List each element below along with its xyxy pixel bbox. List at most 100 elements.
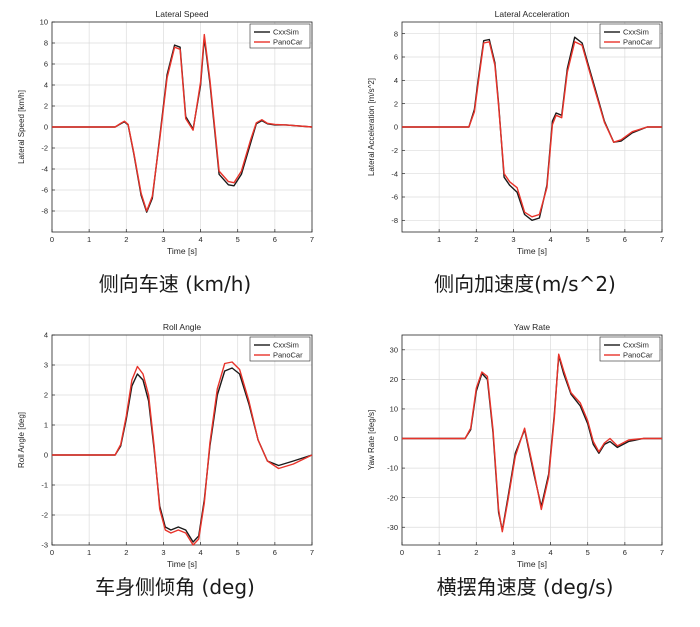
y-tick-label: 3 <box>44 361 48 370</box>
panel-yaw-rate: Yaw Rate 0 1 2 3 4 5 6 7 -30 -20 -10 0 10 20 30 Time [s]… <box>350 313 700 626</box>
legend-label-panocar: PanoCar <box>623 351 653 360</box>
x-tick-label: 2 <box>124 548 128 557</box>
x-tick-label: 4 <box>548 548 552 557</box>
series-line-panocar <box>402 41 662 218</box>
x-tick-label: 7 <box>310 548 314 557</box>
y-tick-label: 6 <box>44 60 48 69</box>
y-tick-label: -8 <box>41 207 48 216</box>
panel-lateral-acceleration: Lateral Acceleration 1 2 3 4 5 6 7 -8 -6 -4 -2 0 2 4 6 8… <box>350 0 700 313</box>
x-tick-label: 5 <box>586 548 590 557</box>
x-tick-label: 7 <box>660 548 664 557</box>
y-tick-label: 2 <box>44 391 48 400</box>
plot-area <box>402 335 662 545</box>
y-tick-label: -1 <box>41 481 48 490</box>
legend-label-panocar: PanoCar <box>273 38 303 47</box>
x-tick-label: 6 <box>273 548 277 557</box>
y-tick-label: 20 <box>390 375 398 384</box>
y-tick-label: 2 <box>394 99 398 108</box>
chart-title: Lateral Acceleration <box>495 9 570 19</box>
y-tick-label: -6 <box>391 193 398 202</box>
y-tick-label: 8 <box>394 29 398 38</box>
x-tick-label: 5 <box>236 548 240 557</box>
x-tick-label: 1 <box>437 235 441 244</box>
legend-box <box>249 23 311 49</box>
y-tick-label: 6 <box>394 53 398 62</box>
y-tick-label: 4 <box>44 331 48 340</box>
chart-lateral-speed: Lateral Speed 0 1 2 3 4 5 6 7 -8 -6 -4 -2 0 2 4 6 8 10 Time… <box>17 9 314 256</box>
x-tick-label: 4 <box>198 548 202 557</box>
y-tick-label: 0 <box>394 123 398 132</box>
y-tick-label: -2 <box>41 511 48 520</box>
caption-lateral-speed: 侧向车速 (km/h) <box>98 272 252 296</box>
y-tick-label: -6 <box>41 186 48 195</box>
x-tick-label: 3 <box>161 548 165 557</box>
x-tick-label: 3 <box>161 235 165 244</box>
y-tick-label: -2 <box>391 146 398 155</box>
x-tick-label: 0 <box>50 235 54 244</box>
y-tick-label: 4 <box>44 81 48 90</box>
chart-yaw-rate: Yaw Rate 0 1 2 3 4 5 6 7 -30 -20 -10 0 10 20 30 Time [s]… <box>367 322 664 569</box>
y-tick-label: -8 <box>391 216 398 225</box>
x-axis-label: Time [s] <box>517 559 547 569</box>
caption-lateral-acceleration: 侧向加速度(m/s^2) <box>434 272 616 296</box>
y-tick-label: -20 <box>387 493 398 502</box>
x-tick-label: 5 <box>236 235 240 244</box>
legend-label-cxxsim: CxxSim <box>623 28 649 37</box>
legend-label-panocar: PanoCar <box>273 351 303 360</box>
y-tick-label: 0 <box>394 434 398 443</box>
x-axis-label: Time [s] <box>517 246 547 256</box>
x-tick-label: 0 <box>400 548 404 557</box>
x-tick-label: 2 <box>474 548 478 557</box>
x-tick-label: 2 <box>124 235 128 244</box>
y-tick-label: 10 <box>390 405 398 414</box>
axes-frame <box>401 334 663 546</box>
x-tick-label: 0 <box>50 548 54 557</box>
chart-title: Lateral Speed <box>156 9 209 19</box>
y-axis-label: Lateral Speed [km/h] <box>17 90 26 164</box>
x-tick-label: 2 <box>474 235 478 244</box>
y-tick-label: 1 <box>44 421 48 430</box>
panel-lateral-speed: Lateral Speed 0 1 2 3 4 5 6 7 -8 -6 -4 -2 0 2 4 6 8 10 Time… <box>0 0 350 313</box>
chart-lateral-acceleration: Lateral Acceleration 1 2 3 4 5 6 7 -8 -6 -4 -2 0 2 4 6 8… <box>367 9 664 256</box>
legend-label-cxxsim: CxxSim <box>273 341 299 350</box>
y-tick-label: -4 <box>391 169 398 178</box>
chart-title: Roll Angle <box>163 322 202 332</box>
legend-box <box>249 336 311 362</box>
x-tick-label: 4 <box>198 235 202 244</box>
y-tick-label: -3 <box>41 541 48 550</box>
y-tick-label: 4 <box>394 76 398 85</box>
y-tick-label: 8 <box>44 39 48 48</box>
y-tick-label: 0 <box>44 451 48 460</box>
x-axis-label: Time [s] <box>167 246 197 256</box>
y-axis-label: Yaw Rate [deg/s] <box>367 410 376 470</box>
x-tick-label: 3 <box>511 235 515 244</box>
legend-label-cxxsim: CxxSim <box>273 28 299 37</box>
x-tick-label: 6 <box>623 235 627 244</box>
y-tick-label: 10 <box>40 18 48 27</box>
x-tick-label: 3 <box>511 548 515 557</box>
x-tick-label: 7 <box>310 235 314 244</box>
chart-title: Yaw Rate <box>514 322 550 332</box>
series-line-panocar <box>52 33 313 212</box>
x-tick-label: 1 <box>87 235 91 244</box>
x-tick-label: 1 <box>87 548 91 557</box>
y-axis-label: Roll Angle [deg] <box>17 412 26 468</box>
panel-roll-angle: Roll Angle 0 1 2 3 4 5 6 7 -3 -2 -1 0 1 2 3 4 Time [s] Rol… <box>0 313 350 626</box>
series-line-panocar <box>402 353 662 533</box>
x-tick-label: 7 <box>660 235 664 244</box>
caption-yaw-rate: 横摆角速度 (deg/s) <box>436 575 614 599</box>
legend-box <box>599 336 661 362</box>
axes-frame <box>51 334 313 546</box>
plot-area <box>52 335 312 545</box>
legend-label-cxxsim: CxxSim <box>623 341 649 350</box>
y-tick-label: 30 <box>390 345 398 354</box>
y-tick-label: -4 <box>41 165 48 174</box>
x-tick-label: 6 <box>273 235 277 244</box>
x-tick-label: 4 <box>548 235 552 244</box>
y-tick-label: -2 <box>41 144 48 153</box>
x-axis-label: Time [s] <box>167 559 197 569</box>
legend-label-panocar: PanoCar <box>623 38 653 47</box>
y-tick-label: 2 <box>44 102 48 111</box>
x-tick-label: 1 <box>437 548 441 557</box>
